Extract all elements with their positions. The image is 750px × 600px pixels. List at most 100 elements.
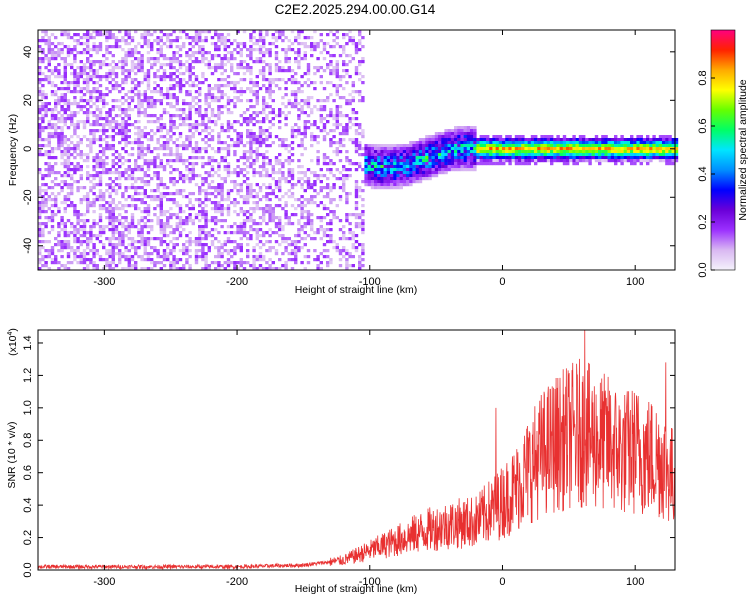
spectrogram-cell bbox=[201, 201, 205, 205]
spectrogram-cell bbox=[255, 258, 259, 262]
spectrogram-cell bbox=[137, 99, 141, 103]
spectrogram-cell bbox=[284, 192, 288, 196]
spectrogram-cell bbox=[217, 54, 221, 58]
spectrogram-cell bbox=[297, 114, 301, 118]
spectrogram-cell bbox=[332, 246, 336, 250]
spectrogram-cell bbox=[82, 72, 87, 76]
spectrogram-cell bbox=[105, 249, 109, 253]
spectrogram-cell bbox=[358, 195, 362, 199]
spectrogram-cell bbox=[79, 174, 83, 178]
spectrogram-cell bbox=[278, 108, 282, 112]
spectrogram-cell bbox=[370, 159, 375, 163]
spectrogram-cell bbox=[642, 156, 647, 160]
spectrogram-cell bbox=[290, 177, 295, 181]
spectrogram-cell bbox=[476, 150, 480, 154]
spectrogram-cell bbox=[60, 75, 64, 79]
spectrogram-cell bbox=[188, 243, 192, 247]
spectrogram-cell bbox=[572, 162, 576, 166]
spectrogram-cell bbox=[111, 33, 115, 37]
spectrogram-cell bbox=[86, 264, 90, 268]
spectrogram-cell bbox=[124, 75, 128, 79]
spectrogram-cell bbox=[143, 99, 147, 103]
spectrogram-cell bbox=[287, 219, 291, 223]
spectrogram-cell bbox=[441, 156, 445, 160]
spectrogram-cell bbox=[306, 213, 311, 217]
spectrogram-cell bbox=[175, 243, 179, 247]
spectrogram-cell bbox=[223, 261, 227, 265]
spectrogram-cell bbox=[214, 69, 218, 73]
spectrogram-cell bbox=[230, 144, 234, 148]
spectrogram-cell bbox=[191, 45, 195, 49]
spectrogram-cell bbox=[425, 165, 429, 169]
spectrogram-cell bbox=[118, 243, 122, 247]
spectrogram-cell bbox=[41, 255, 45, 259]
spectrogram-cell bbox=[63, 228, 67, 232]
spectrogram-cell bbox=[585, 138, 589, 142]
spectrogram-cell bbox=[575, 150, 579, 154]
spectrogram-cell bbox=[121, 78, 125, 82]
spectrogram-cell bbox=[527, 138, 531, 142]
spectrogram-cell bbox=[255, 159, 259, 163]
spectrogram-cell bbox=[300, 261, 304, 265]
spectrogram-cell bbox=[66, 87, 71, 91]
spectrogram-cell bbox=[476, 138, 480, 142]
spectrogram-cell bbox=[319, 201, 323, 205]
spectrogram-cell bbox=[73, 168, 77, 172]
spectrogram-cell bbox=[300, 108, 304, 112]
spectrogram-cell bbox=[114, 45, 119, 49]
spectrogram-cell bbox=[281, 30, 285, 34]
spectrogram-cell bbox=[127, 135, 131, 139]
spectrogram-cell bbox=[50, 186, 55, 190]
spectrogram-cell bbox=[182, 45, 186, 49]
spectrogram-cell bbox=[121, 57, 125, 61]
spectrogram-cell bbox=[649, 150, 653, 154]
spectrogram-cell bbox=[319, 75, 323, 79]
spectrogram-cell bbox=[92, 252, 96, 256]
spectrogram-cell bbox=[121, 36, 125, 40]
spectrogram-cell bbox=[434, 171, 439, 175]
spectrogram-cell bbox=[265, 87, 269, 91]
spectrogram-cell bbox=[172, 39, 176, 43]
spectrogram-cell bbox=[418, 165, 423, 169]
spectrogram-cell bbox=[226, 231, 231, 235]
spectrogram-cell bbox=[89, 228, 93, 232]
spectrogram-cell bbox=[252, 36, 256, 40]
spectrogram-cell bbox=[326, 132, 330, 136]
spectrogram-cell bbox=[306, 180, 311, 184]
spectrogram-cell bbox=[102, 228, 106, 232]
spectrogram-cell bbox=[143, 108, 147, 112]
spectrogram-cell bbox=[668, 156, 672, 160]
spectrogram-cell bbox=[198, 147, 202, 151]
spectrogram-cell bbox=[335, 66, 339, 70]
spectrogram-cell bbox=[111, 228, 115, 232]
spectrogram-cell bbox=[249, 189, 253, 193]
spectrogram-cell bbox=[92, 246, 96, 250]
spectrogram-cell bbox=[166, 141, 170, 145]
spectrogram-cell bbox=[226, 264, 231, 268]
spectrogram-cell bbox=[466, 168, 471, 172]
spectrogram-cell bbox=[278, 159, 282, 163]
spectrogram-cell bbox=[204, 213, 208, 217]
spectrogram-cell bbox=[402, 162, 407, 166]
spectrogram-cell bbox=[44, 264, 48, 268]
spectrogram-cell bbox=[130, 147, 135, 151]
spectrogram-cell bbox=[137, 177, 141, 181]
spectrogram-cell bbox=[540, 141, 544, 145]
spectrogram-cell bbox=[76, 231, 80, 235]
spectrogram-cell bbox=[268, 126, 272, 130]
spectrogram-cell bbox=[358, 165, 362, 169]
spectrogram-cell bbox=[294, 78, 298, 82]
spectrogram-cell bbox=[159, 207, 163, 211]
spectrogram-cell bbox=[79, 141, 83, 145]
spectrogram-cell bbox=[332, 33, 336, 37]
spectrogram-cell bbox=[79, 186, 83, 190]
spectrogram-cell bbox=[44, 168, 48, 172]
spectrogram-cell bbox=[300, 216, 304, 220]
spectrogram-cell bbox=[118, 132, 122, 136]
spectrogram-cell bbox=[569, 153, 573, 157]
spectrogram-cell bbox=[50, 54, 55, 58]
spectrogram-cell bbox=[652, 153, 656, 157]
spectrogram-cell bbox=[329, 201, 333, 205]
spectrogram-cell bbox=[162, 183, 167, 187]
spectrogram-cell bbox=[297, 171, 301, 175]
